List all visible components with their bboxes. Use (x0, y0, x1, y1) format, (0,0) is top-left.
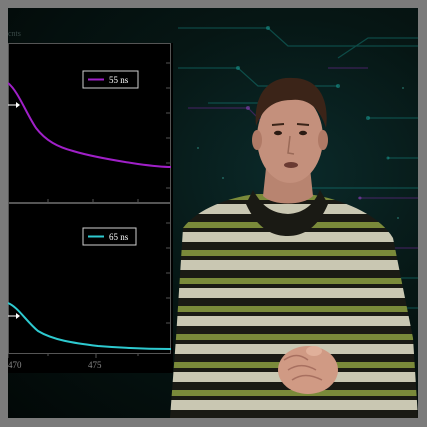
bottom-legend-label: 65 ns (109, 232, 129, 242)
right-ear (318, 130, 328, 150)
left-eyebrow (271, 123, 285, 126)
x-tick-label: 475 (88, 360, 102, 370)
top-legend-box (82, 70, 139, 89)
corner-text-layer: cnts (8, 29, 21, 38)
presenter (170, 77, 418, 418)
sweater-collar (246, 190, 328, 236)
left-ear (252, 130, 262, 150)
clasped-hands (278, 346, 338, 394)
bottom-graph-panel: 65 ns 470 475 (8, 203, 173, 373)
corner-faint-text: cnts (8, 29, 21, 38)
x-tick-label: 470 (8, 360, 22, 370)
bottom-decay-curve (8, 302, 172, 350)
right-eyebrow (296, 123, 310, 126)
top-legend-label: 55 ns (109, 75, 129, 85)
nose (287, 135, 295, 155)
top-arrow-icon (8, 102, 20, 108)
bottom-graph: 65 ns 470 475 (8, 203, 172, 370)
bottom-arrow-icon (8, 313, 20, 319)
right-eye (299, 130, 307, 136)
striped-sweater (170, 194, 418, 418)
top-graph: 55 ns (8, 43, 172, 203)
hair (255, 77, 327, 128)
bottom-legend-box (82, 227, 137, 246)
top-graph-panel: 55 ns (8, 43, 173, 203)
mouth (284, 162, 298, 168)
video-content: 55 ns cnts (8, 8, 418, 418)
left-eye (274, 130, 282, 136)
top-decay-curve (8, 82, 172, 168)
